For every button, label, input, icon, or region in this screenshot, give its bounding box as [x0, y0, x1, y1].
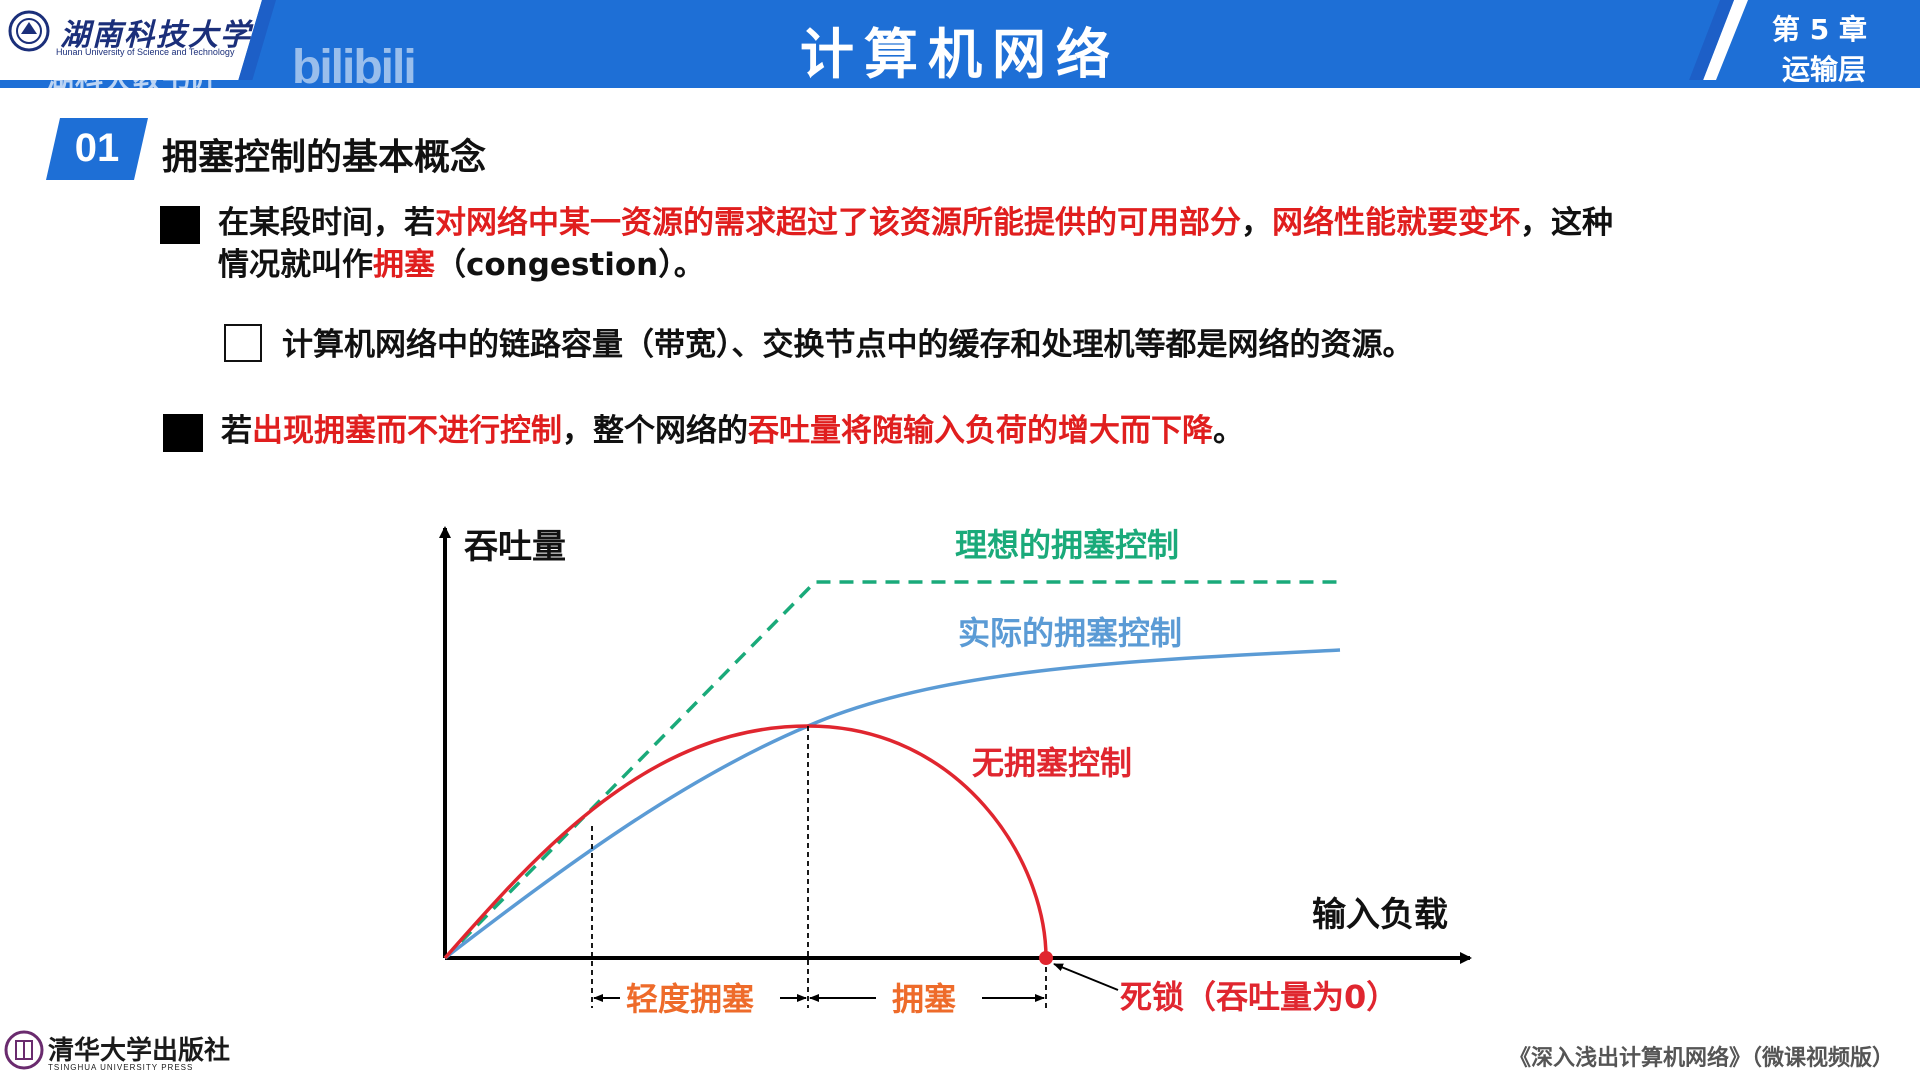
press-logo-icon — [4, 1030, 44, 1070]
sub-bullet-network-resources: 计算机网络中的链路容量（带宽）、交换节点中的缓存和处理机等都是网络的资源。 — [282, 327, 1414, 363]
chapter-number: 第 5 章 — [1772, 13, 1867, 46]
press-name: 清华大学出版社 — [48, 1036, 231, 1066]
bullet-congestion-definition: 在某段时间，若对网络中某一资源的需求超过了该资源所能提供的可用部分，网络性能就要… — [218, 202, 1858, 286]
deadlock-point — [1039, 951, 1053, 965]
text-segment: 。 — [1213, 413, 1244, 449]
deadlock-annotation: 死锁（吞吐量为0） — [1120, 978, 1398, 1016]
section-number-badge: 01 — [46, 118, 148, 180]
header-background — [0, 0, 1920, 88]
checkbox-bullet-icon — [224, 324, 262, 362]
series-actual-control-line — [443, 648, 1341, 960]
section-badge-shape — [46, 118, 148, 180]
text-segment: （congestion）。 — [435, 247, 705, 283]
region-congestion-label: 拥塞 — [892, 980, 956, 1018]
bullet-square-icon — [160, 206, 200, 244]
y-axis-label: 吞吐量 — [464, 527, 566, 567]
highlight-text: 网络性能就要变坏 — [1272, 205, 1520, 241]
text-segment: 若 — [221, 413, 252, 449]
course-title: 计算机网络 — [800, 23, 1120, 86]
series-ideal-control-label: 理想的拥塞控制 — [955, 526, 1179, 564]
university-name: 湖南科技大学 — [60, 18, 252, 53]
university-name-english: Hunan University of Science and Technolo… — [56, 47, 235, 57]
text-segment: ，整个网络的 — [562, 413, 748, 449]
channel-watermark: 湖科大教书匠 — [46, 63, 221, 96]
deadlock-pointer-arrow — [1053, 963, 1119, 991]
text-segment: 在某段时间，若 — [218, 205, 435, 241]
section-title: 拥塞控制的基本概念 — [162, 137, 487, 178]
highlight-text: 吞吐量将随输入负荷的增大而下降 — [748, 413, 1213, 449]
text-segment: ， — [1241, 205, 1272, 241]
series-actual-control-label: 实际的拥塞控制 — [958, 614, 1182, 652]
bilibili-watermark: bilibili — [292, 41, 417, 94]
bullet-square-icon — [163, 414, 203, 452]
series-no-control-label: 无拥塞控制 — [972, 744, 1132, 782]
series-no-control-line — [443, 724, 1048, 960]
press-name-english: TSINGHUA UNIVERSITY PRESS — [48, 1063, 194, 1072]
x-axis-label: 输入负载 — [1312, 895, 1448, 935]
text-segment: 情况就叫作 — [218, 247, 373, 283]
series-ideal-control-line — [443, 580, 1340, 960]
bullet-no-control-throughput: 若出现拥塞而不进行控制，整个网络的吞吐量将随输入负荷的增大而下降。 — [221, 410, 1821, 452]
section-number: 01 — [74, 126, 120, 170]
highlight-text: 对网络中某一资源的需求超过了该资源所能提供的可用部分 — [435, 205, 1241, 241]
chapter-name: 运输层 — [1782, 53, 1867, 86]
book-title: 《深入浅出计算机网络》（微课视频版） — [1508, 1046, 1894, 1071]
text-segment: ，这种 — [1520, 205, 1613, 241]
header-bar: 湖南科技大学 Hunan University of Science and T… — [0, 0, 1920, 96]
region-light-congestion-label: 轻度拥塞 — [626, 980, 754, 1018]
highlight-text: 拥塞 — [373, 247, 435, 283]
university-logo-icon — [8, 10, 50, 52]
highlight-text: 出现拥塞而不进行控制 — [252, 413, 562, 449]
